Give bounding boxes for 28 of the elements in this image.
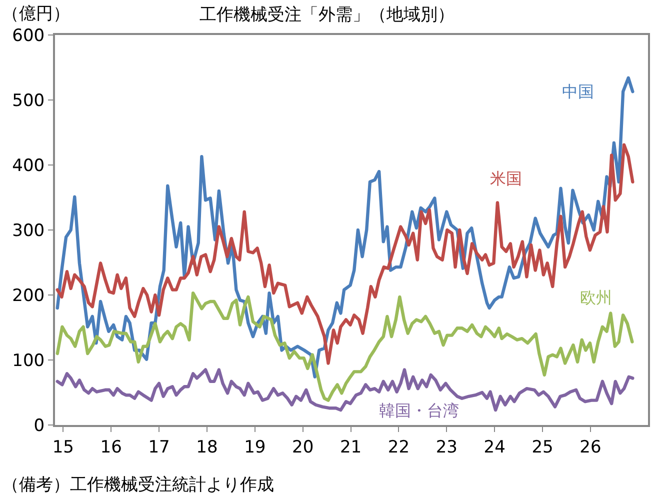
text: （備考）工作機械受注統計より作成 — [2, 475, 274, 495]
x-tick-label: 26 — [580, 437, 602, 458]
line-series — [56, 143, 634, 365]
y-tick-label: 300 — [12, 220, 45, 241]
x-tick-label: 18 — [196, 437, 218, 458]
line-series — [56, 291, 634, 402]
y-axis-title: （億円） — [2, 4, 70, 24]
series-label: 欧州 — [580, 288, 612, 307]
y-tick-label: 400 — [12, 156, 45, 176]
series-label: 米国 — [490, 169, 522, 188]
x-tick-label: 22 — [388, 437, 410, 458]
y-tick-label: 200 — [12, 286, 45, 306]
x-tick-label: 17 — [148, 437, 170, 458]
chart-title: 工作機械受注「外需」（地域別） — [200, 4, 454, 25]
x-tick-label: 15 — [52, 437, 74, 458]
x-tick-label: 19 — [244, 437, 266, 458]
x-tick-label: 16 — [100, 437, 122, 458]
series-label: 中国 — [562, 82, 594, 101]
x-tick-label: 21 — [340, 437, 362, 458]
x-tick-label: 25 — [532, 437, 554, 458]
x-tick-label: 24 — [484, 437, 506, 458]
y-tick-label: 0 — [34, 416, 45, 436]
x-tick-label: 23 — [436, 437, 458, 458]
y-tick-label: 600 — [12, 26, 45, 46]
y-tick-label: 100 — [12, 350, 45, 371]
x-tick-label: 20 — [292, 437, 314, 458]
y-tick-label: 500 — [12, 90, 45, 111]
series-label: 韓国・台湾 — [379, 401, 459, 420]
